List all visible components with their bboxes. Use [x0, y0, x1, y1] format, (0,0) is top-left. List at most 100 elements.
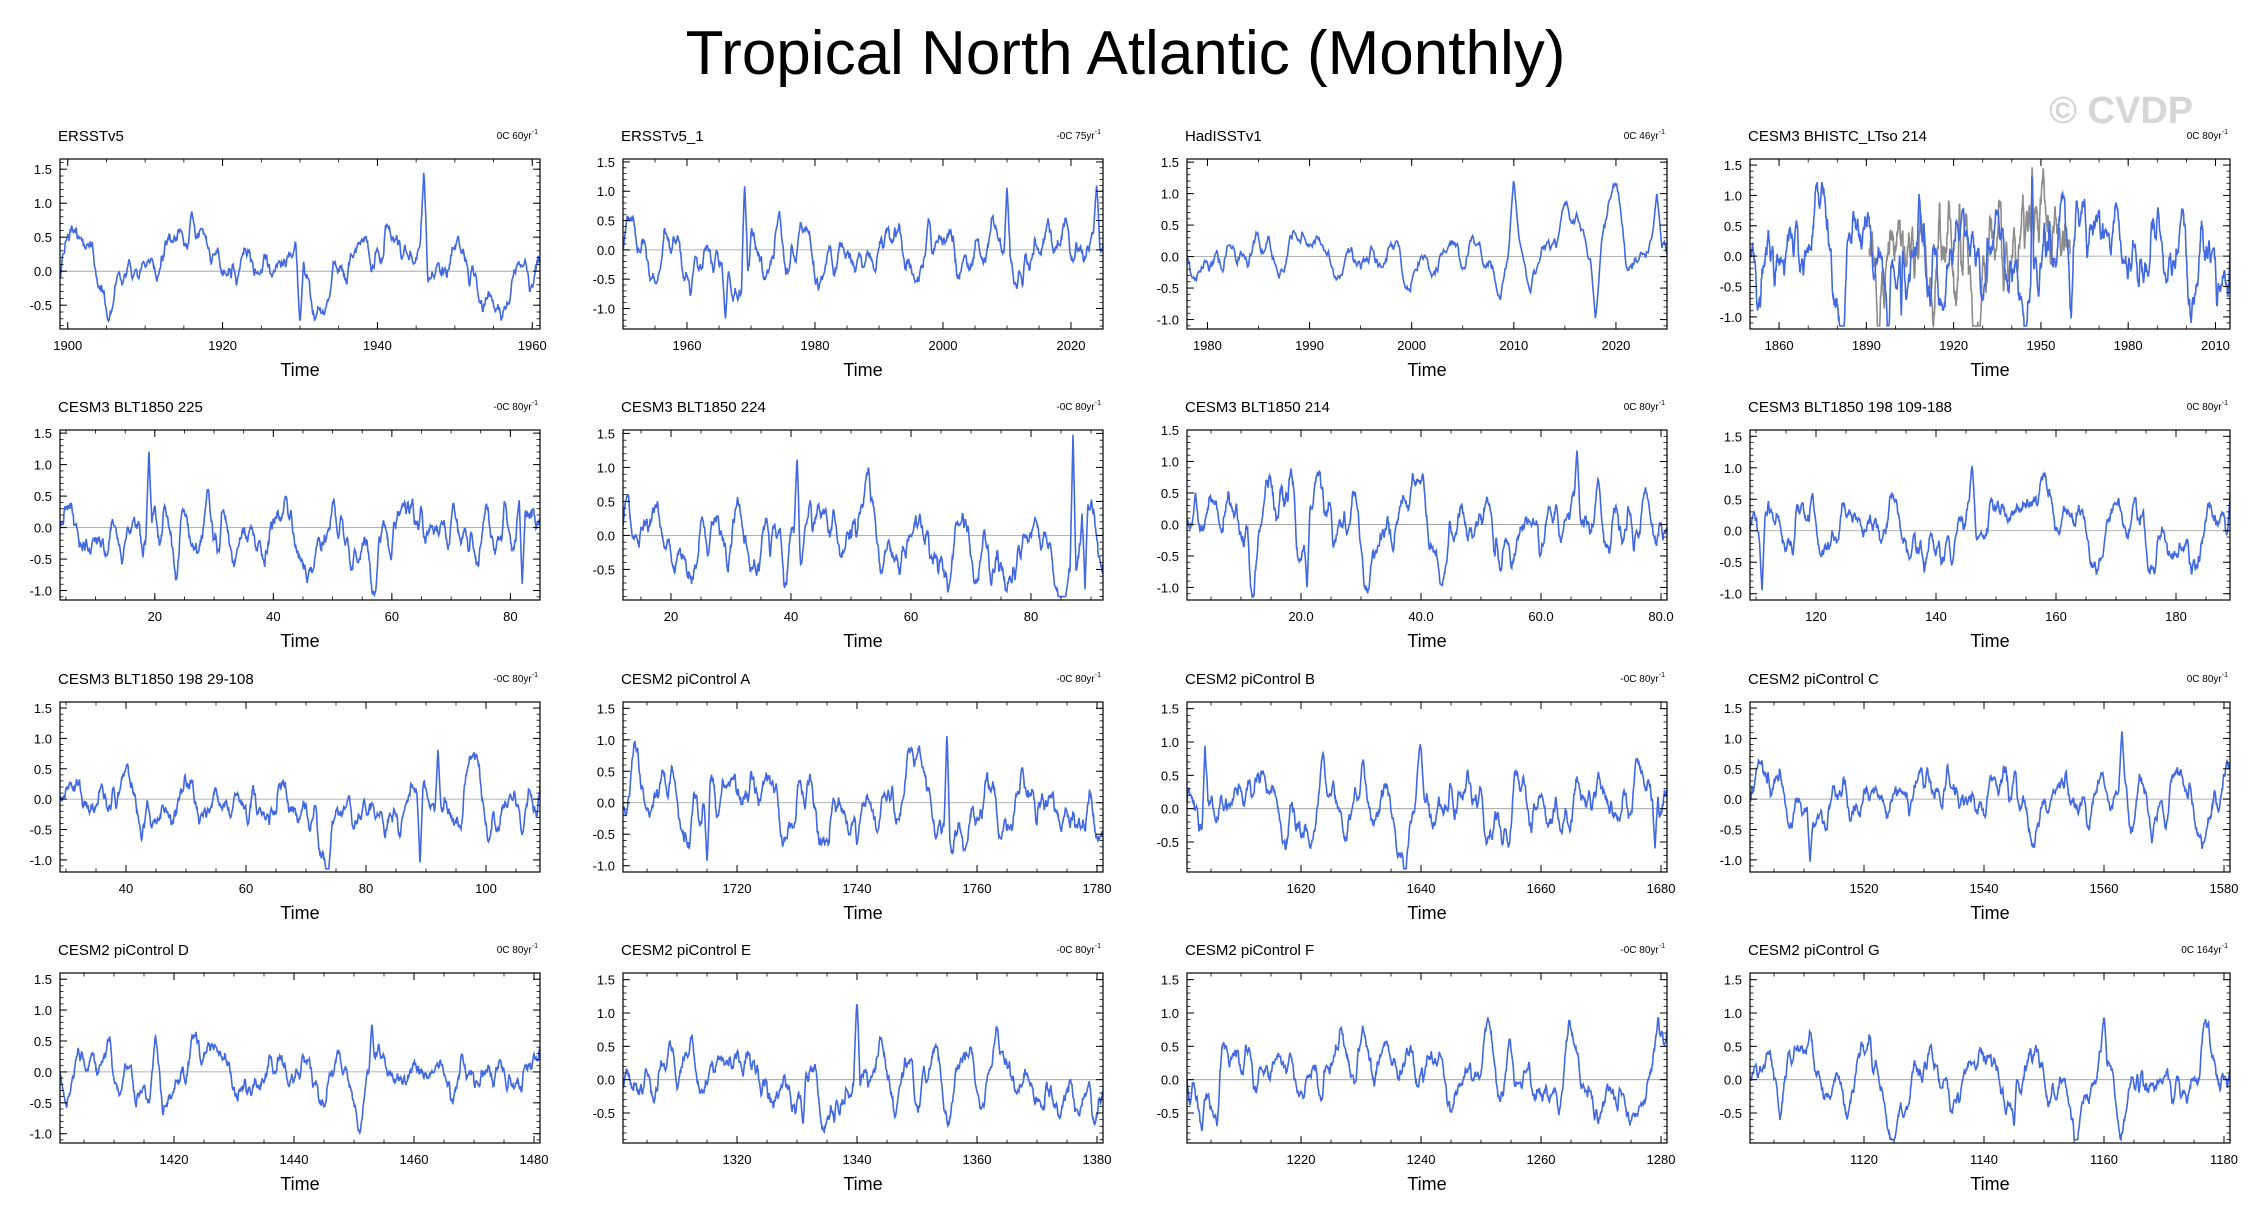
x-axis-label: Time	[280, 903, 319, 923]
x-tick-label: 1980	[2114, 338, 2143, 353]
y-tick-label: 0.0	[1724, 792, 1742, 807]
y-tick-label: 1.5	[34, 426, 52, 441]
y-tick-label: 1.0	[34, 196, 52, 211]
x-tick-label: 1740	[843, 881, 872, 896]
chart-panel: -0.5 0.0 0.5 1.0 1.5 20 40 60 80 CESM3 BLT1850 22…	[593, 399, 1104, 651]
series-line-simulated	[1187, 450, 1667, 598]
y-tick-label: 0.5	[597, 764, 615, 779]
x-tick-label: 1140	[1970, 1152, 1998, 1167]
series-line-simulated	[1750, 731, 2230, 862]
plot-frame	[622, 701, 1104, 873]
x-tick-label: 180	[2165, 609, 2187, 624]
panel-title: ERSSTv5_1	[621, 128, 704, 145]
x-tick-label: 1560	[2090, 881, 2119, 896]
chart-panel: -1.0 -0.5 0.0 0.5 1.0 1.5 40 60 80 100 CESM3 BLT18…	[30, 671, 541, 923]
series-group	[1187, 450, 1667, 598]
x-tick-label: 40	[119, 881, 133, 896]
plot-frame	[59, 158, 541, 330]
trend-label: 0C 80yr-1	[2187, 400, 2228, 413]
series-line-observed	[60, 172, 540, 323]
x-tick-label: 2010	[2201, 338, 2230, 353]
series-line-simulated	[623, 434, 1103, 598]
x-tick-label: 1950	[2026, 338, 2055, 353]
x-axis-label: Time	[280, 631, 319, 651]
y-tick-label: 1.0	[597, 184, 615, 199]
series-group	[60, 1024, 540, 1136]
y-tick-label: -0.5	[30, 298, 52, 313]
x-tick-label: 1940	[363, 338, 392, 353]
chart-panel: -0.5 0.0 0.5 1.0 1.5 1220 1240 1260 1280 CESM2 pi…	[1157, 942, 1676, 1194]
y-tick-label: 1.0	[1724, 731, 1742, 746]
trend-label: 0C 80yr-1	[2187, 672, 2228, 685]
x-tick-label: 20.0	[1288, 609, 1313, 624]
x-tick-label: 1900	[53, 338, 82, 353]
y-tick-label: 1.5	[34, 972, 52, 987]
y-tick-label: 1.0	[1724, 188, 1742, 203]
x-tick-label: 1360	[963, 1152, 992, 1167]
y-tick-label: 1.5	[1161, 973, 1179, 988]
y-tick-label: 0.5	[34, 230, 52, 245]
x-tick-label: 1860	[1765, 338, 1794, 353]
y-tick-label: -0.5	[30, 823, 52, 838]
y-tick-label: -0.5	[1157, 549, 1179, 564]
series-line-simulated	[1750, 176, 2230, 327]
chart-panel: -1.0 -0.5 0.0 0.5 1.0 1.5 20 40 60 80 CESM3 BLT185…	[30, 399, 541, 651]
x-tick-label: 2020	[1601, 338, 1630, 353]
x-axis-label: Time	[1407, 1174, 1446, 1194]
y-tick-label: 1.0	[34, 731, 52, 746]
y-tick-label: -1.0	[593, 859, 615, 874]
series-group	[623, 185, 1103, 319]
series-group	[623, 1003, 1103, 1135]
x-tick-label: 1680	[1647, 881, 1676, 896]
y-tick-label: -0.5	[1720, 1106, 1742, 1121]
y-tick-label: -0.5	[30, 1096, 52, 1111]
series-group	[623, 434, 1103, 598]
chart-panel: -1.0 -0.5 0.0 0.5 1.0 1.5 1960 1980 2000 2020 ERSS…	[593, 128, 1104, 380]
panel-title: CESM3 BLT1850 198 109-188	[1748, 399, 1952, 416]
x-tick-label: 20	[664, 609, 678, 624]
x-tick-label: 2000	[1397, 338, 1426, 353]
y-tick-label: 0.0	[1161, 1073, 1179, 1088]
trend-label: -0C 80yr-1	[1056, 943, 1101, 956]
x-axis-label: Time	[1970, 1174, 2009, 1194]
plot-frame	[622, 972, 1104, 1144]
series-group	[60, 749, 540, 870]
y-tick-label: 1.0	[597, 460, 615, 475]
plot-frame	[622, 429, 1104, 601]
y-tick-label: 0.0	[1724, 1073, 1742, 1088]
panel-title: ERSSTv5	[58, 128, 124, 145]
plot-frame	[622, 158, 1104, 330]
x-tick-label: 2010	[1499, 338, 1528, 353]
panel-title: CESM3 BLT1850 214	[1185, 399, 1330, 416]
y-tick-label: 0.5	[1724, 492, 1742, 507]
y-tick-label: 0.5	[34, 762, 52, 777]
plot-frame	[1749, 972, 2231, 1144]
trend-label: -0C 80yr-1	[493, 672, 538, 685]
x-axis-label: Time	[843, 903, 882, 923]
y-tick-label: 1.5	[34, 162, 52, 177]
x-tick-label: 40	[266, 609, 280, 624]
y-tick-label: 1.5	[1161, 423, 1179, 438]
y-tick-label: 0.0	[597, 243, 615, 258]
y-tick-label: -0.5	[593, 272, 615, 287]
panel-title: CESM2 piControl B	[1185, 671, 1315, 688]
plot-frame	[1186, 972, 1668, 1144]
x-tick-label: 1890	[1852, 338, 1881, 353]
y-tick-label: 1.5	[1724, 701, 1742, 716]
y-tick-label: -1.0	[1720, 310, 1742, 325]
y-tick-label: -0.5	[593, 827, 615, 842]
x-tick-label: 1460	[400, 1152, 429, 1167]
x-tick-label: 1960	[673, 338, 702, 353]
x-tick-label: 1920	[1939, 338, 1968, 353]
x-tick-label: 1520	[1850, 881, 1879, 896]
trend-label: 0C 46yr-1	[1624, 129, 1665, 142]
x-axis-label: Time	[280, 1174, 319, 1194]
x-tick-label: 1980	[801, 338, 830, 353]
chart-panel: -0.5 0.0 0.5 1.0 1.5 1320 1340 1360 1380 CESM2 pi…	[593, 942, 1112, 1194]
panel-title: CESM2 piControl A	[621, 671, 750, 688]
y-tick-label: 1.5	[1724, 158, 1742, 173]
x-tick-label: 100	[475, 881, 497, 896]
x-tick-label: 1480	[520, 1152, 549, 1167]
y-tick-label: 1.5	[1161, 155, 1179, 170]
y-tick-label: 0.5	[597, 214, 615, 229]
